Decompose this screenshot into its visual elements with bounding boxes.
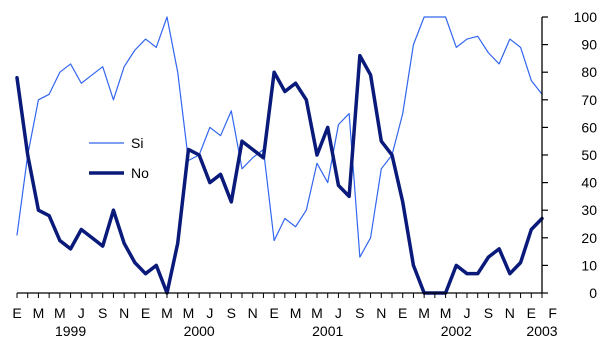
y-tick-label: 40 <box>581 175 597 191</box>
x-month-label: M <box>54 305 66 321</box>
x-month-label: M <box>183 305 195 321</box>
x-month-label: E <box>398 305 407 321</box>
legend-label-si: Si <box>131 135 143 151</box>
x-year-label: 2000 <box>184 323 215 339</box>
series-line-no <box>15 53 544 295</box>
x-month-label: M <box>440 305 452 321</box>
y-tick-label: 20 <box>581 230 597 246</box>
x-month-label: M <box>33 305 45 321</box>
y-tick-label: 100 <box>574 9 598 25</box>
x-month-label: N <box>248 305 258 321</box>
y-tick-label: 0 <box>589 285 597 301</box>
x-month-label: M <box>311 305 323 321</box>
y-tick-label: 80 <box>581 64 597 80</box>
x-month-label: E <box>269 305 278 321</box>
x-year-label: 2002 <box>441 323 472 339</box>
x-month-label: S <box>484 305 493 321</box>
y-tick-label: 30 <box>581 202 597 218</box>
x-month-label: F <box>548 305 557 321</box>
legend: Si No <box>84 124 166 190</box>
x-month-label: J <box>206 305 213 321</box>
x-year-label: 1999 <box>55 323 86 339</box>
legend-box <box>84 124 166 190</box>
legend-label-no: No <box>131 165 149 181</box>
x-month-label: N <box>376 305 386 321</box>
x-month-label: J <box>78 305 85 321</box>
x-month-label: M <box>418 305 430 321</box>
plot-lines <box>15 16 544 295</box>
x-month-label: S <box>227 305 236 321</box>
x-month-label: E <box>527 305 536 321</box>
x-month-label: J <box>464 305 471 321</box>
y-tick-label: 70 <box>581 92 597 108</box>
x-month-label: M <box>161 305 173 321</box>
y-tick-label: 50 <box>581 147 597 163</box>
x-year-label: 2003 <box>526 323 557 339</box>
x-year-label: 2001 <box>312 323 343 339</box>
x-month-label: J <box>335 305 342 321</box>
x-month-label: N <box>505 305 515 321</box>
y-tick-label: 10 <box>581 257 597 273</box>
y-tick-label: 90 <box>581 37 597 53</box>
x-month-label: S <box>355 305 364 321</box>
x-month-label: E <box>141 305 150 321</box>
x-month-label: E <box>12 305 21 321</box>
x-month-label: S <box>98 305 107 321</box>
x-month-label: M <box>290 305 302 321</box>
x-month-label: N <box>119 305 129 321</box>
series-line-si <box>16 16 543 258</box>
y-tick-label: 60 <box>581 119 597 135</box>
